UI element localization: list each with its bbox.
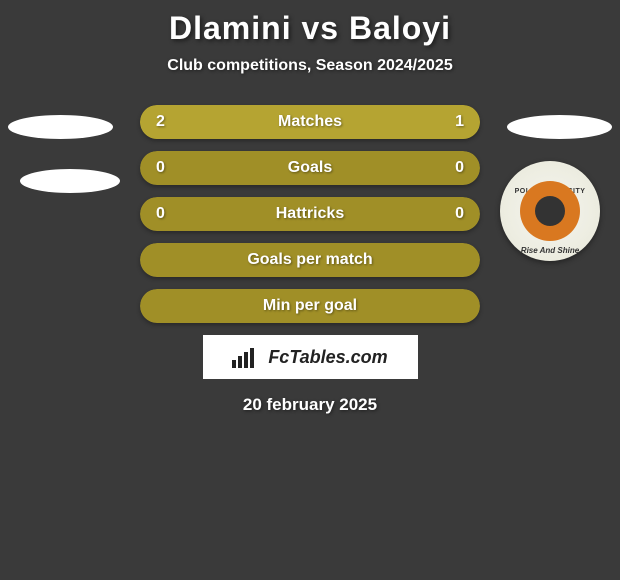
stat-row-goals: 0 Goals 0 [140,151,480,185]
stat-right-value: 0 [455,159,464,177]
club-badge: POLOKWANE CITY Rise And Shine [500,161,600,261]
watermark: FcTables.com [203,335,418,379]
page-title: Dlamini vs Baloyi [0,10,620,47]
chart-icon [232,346,262,368]
badge-center-icon [520,181,580,241]
stat-row-hattricks: 0 Hattricks 0 [140,197,480,231]
soccer-icon [535,196,565,226]
stat-label: Goals [140,159,480,177]
stat-right-value: 1 [455,113,464,131]
decorative-ellipse [507,115,612,139]
stat-right-value: 0 [455,205,464,223]
subtitle: Club competitions, Season 2024/2025 [0,57,620,75]
badge-bottom-text: Rise And Shine [521,246,579,255]
stat-label: Min per goal [140,297,480,315]
date-text: 20 february 2025 [140,395,480,415]
stat-label: Goals per match [140,251,480,269]
stat-row-min-per-goal: Min per goal [140,289,480,323]
stat-label: Matches [140,113,480,131]
comparison-area: POLOKWANE CITY Rise And Shine 2 Matches … [0,105,620,415]
stats-rows: 2 Matches 1 0 Goals 0 0 Hattricks 0 [140,105,480,415]
decorative-ellipse [20,169,120,193]
decorative-ellipse [8,115,113,139]
watermark-text: FcTables.com [268,347,387,368]
stat-label: Hattricks [140,205,480,223]
stat-row-matches: 2 Matches 1 [140,105,480,139]
main-container: Dlamini vs Baloyi Club competitions, Sea… [0,0,620,415]
stat-row-goals-per-match: Goals per match [140,243,480,277]
